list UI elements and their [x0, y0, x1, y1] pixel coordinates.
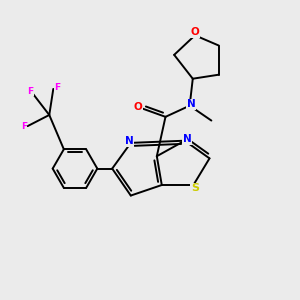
- Text: N: N: [125, 136, 134, 146]
- Text: N: N: [187, 99, 196, 109]
- Text: N: N: [183, 134, 192, 144]
- Text: F: F: [27, 87, 33, 96]
- Text: O: O: [190, 27, 199, 37]
- Text: O: O: [134, 102, 142, 112]
- Text: S: S: [191, 183, 199, 193]
- Text: F: F: [21, 122, 27, 131]
- Text: F: F: [54, 83, 60, 92]
